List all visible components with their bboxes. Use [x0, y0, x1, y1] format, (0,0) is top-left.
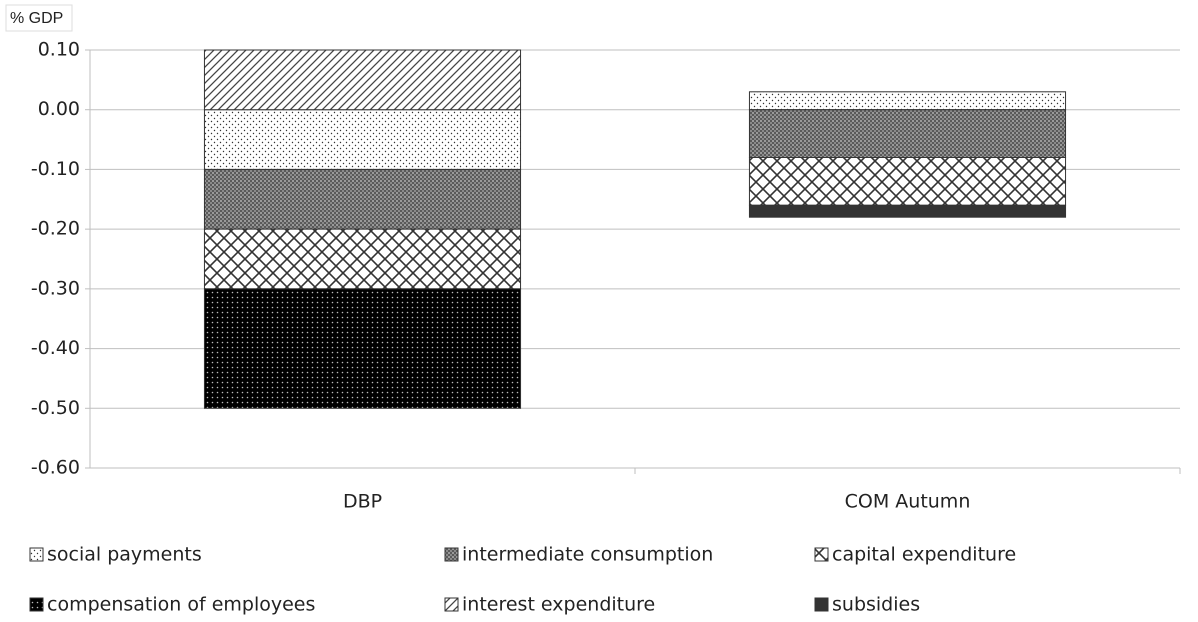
bar-segment — [203, 228, 522, 290]
y-tick-label: -0.20 — [31, 218, 80, 240]
legend-label: subsidies — [832, 594, 920, 616]
legend-swatch — [814, 547, 829, 562]
legend-label: social payments — [47, 544, 202, 566]
y-label-box — [5, 4, 73, 32]
legend-label: interest expenditure — [462, 594, 655, 616]
bar-segment — [203, 109, 522, 170]
bar-segment — [748, 91, 1067, 111]
y-tick-label: -0.30 — [31, 277, 80, 299]
y-tick-label: -0.10 — [31, 158, 80, 180]
y-tick-label: 0.00 — [38, 98, 80, 120]
bar-segment — [203, 168, 522, 230]
y-tick-label: -0.60 — [31, 457, 80, 479]
legend-label: compensation of employees — [47, 594, 315, 616]
legend-swatch — [29, 547, 44, 562]
legend-label: capital expenditure — [832, 544, 1016, 566]
x-tick-label: COM Autumn — [845, 491, 971, 513]
legend-swatch — [29, 597, 44, 612]
bar-segment — [203, 288, 522, 409]
y-axis-label: % GDP — [10, 10, 63, 27]
bar-segment — [748, 156, 1067, 206]
bar-segment — [748, 109, 1067, 158]
bar-segment — [203, 49, 522, 111]
bar-segment — [748, 204, 1067, 218]
legend-swatch — [444, 547, 459, 562]
legend-label: intermediate consumption — [462, 544, 713, 566]
y-tick-label: -0.40 — [31, 337, 80, 359]
x-tick-label: DBP — [343, 491, 382, 513]
legend-swatch — [814, 597, 829, 612]
legend-swatch — [444, 597, 459, 612]
y-tick-label: -0.50 — [31, 397, 80, 419]
y-tick-label: 0.10 — [38, 39, 80, 61]
